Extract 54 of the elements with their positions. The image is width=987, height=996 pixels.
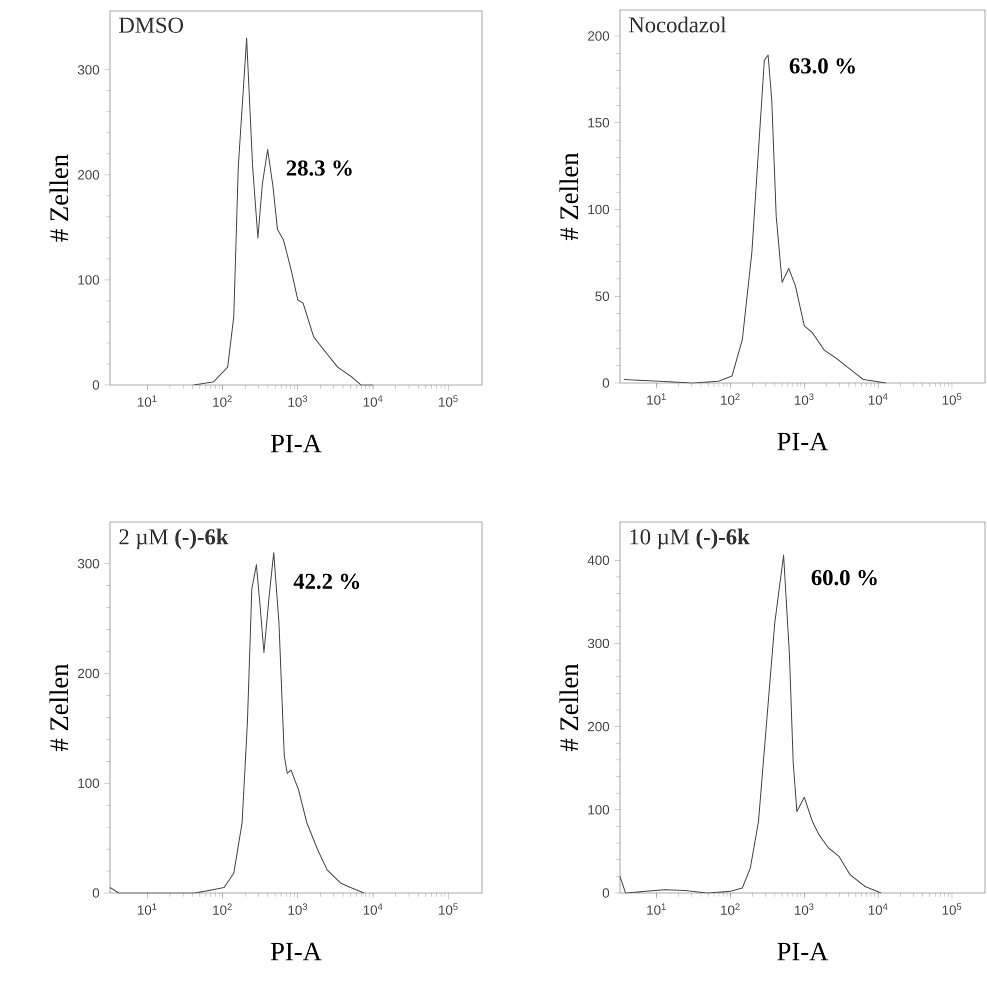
x-tick-label: 10$^{1}$ xyxy=(647,903,666,915)
chart-title: 2 µM (-)-6k xyxy=(119,528,228,550)
x-tick-label: 10$^{3}$ xyxy=(288,395,308,407)
annotation: 42.2 % xyxy=(294,574,360,590)
y-tick-label: 150 xyxy=(588,118,610,128)
x-tick-label: 10$^{2}$ xyxy=(213,903,232,915)
y-tick-label: 300 xyxy=(78,65,100,75)
x-tick-label: 10$^{2}$ xyxy=(213,395,232,407)
x-axis-title: PI-A xyxy=(777,432,828,450)
y-tick-label: 100 xyxy=(588,204,610,214)
x-tick-label: 10$^{1}$ xyxy=(138,903,156,915)
x-tick-label: 10$^{4}$ xyxy=(364,903,382,915)
chart-title: DMSO xyxy=(119,18,183,33)
y-tick-label: 200 xyxy=(588,722,610,732)
annotation: 60.0 % xyxy=(812,570,877,586)
x-tick-label: 10$^{5}$ xyxy=(942,393,962,405)
chart-title: 10 µM (-)-6k xyxy=(630,528,750,550)
y-tick-label: 200 xyxy=(78,668,100,678)
x-axis-title: PI-A xyxy=(270,434,322,452)
y-tick-label: 100 xyxy=(78,275,100,285)
x-axis-title: PI-A xyxy=(777,942,828,960)
x-axis-title: PI-A xyxy=(270,942,322,960)
y-tick-label: 0 xyxy=(92,380,100,390)
y-axis-title: # Zellen xyxy=(559,152,578,240)
y-tick-label: 400 xyxy=(588,556,610,565)
y-tick-label: 0 xyxy=(602,888,610,898)
y-tick-label: 300 xyxy=(78,558,100,568)
y-tick-label: 200 xyxy=(588,31,610,41)
y-tick-label: 100 xyxy=(588,805,610,815)
y-axis-title: # Zellen xyxy=(49,154,68,242)
x-tick-label: 10$^{2}$ xyxy=(721,903,740,915)
y-axis-title: # Zellen xyxy=(559,664,578,752)
y-tick-label: 50 xyxy=(595,292,610,301)
x-tick-label: 10$^{4}$ xyxy=(868,393,888,405)
x-tick-label: 10$^{4}$ xyxy=(364,395,382,407)
y-tick-label: 200 xyxy=(78,170,100,180)
y-tick-label: 300 xyxy=(588,638,610,648)
annotation: 28.3 % xyxy=(286,160,352,176)
chart-title: Nocodazol xyxy=(629,16,726,33)
x-tick-label: 10$^{5}$ xyxy=(942,903,962,915)
x-tick-label: 10$^{2}$ xyxy=(721,393,740,405)
x-tick-label: 10$^{5}$ xyxy=(439,903,458,915)
y-tick-label: 0 xyxy=(602,378,610,388)
x-tick-label: 10$^{3}$ xyxy=(794,903,814,915)
y-tick-label: 0 xyxy=(92,888,100,898)
x-tick-label: 10$^{4}$ xyxy=(868,903,888,915)
x-tick-label: 10$^{3}$ xyxy=(288,903,308,915)
annotation: 63.0 % xyxy=(790,58,855,74)
x-tick-label: 10$^{1}$ xyxy=(647,393,666,405)
x-tick-label: 10$^{5}$ xyxy=(439,395,458,407)
y-tick-label: 100 xyxy=(78,778,100,788)
x-tick-label: 10$^{3}$ xyxy=(794,393,814,405)
x-tick-label: 10$^{1}$ xyxy=(138,395,156,407)
y-axis-title: # Zellen xyxy=(49,664,68,752)
